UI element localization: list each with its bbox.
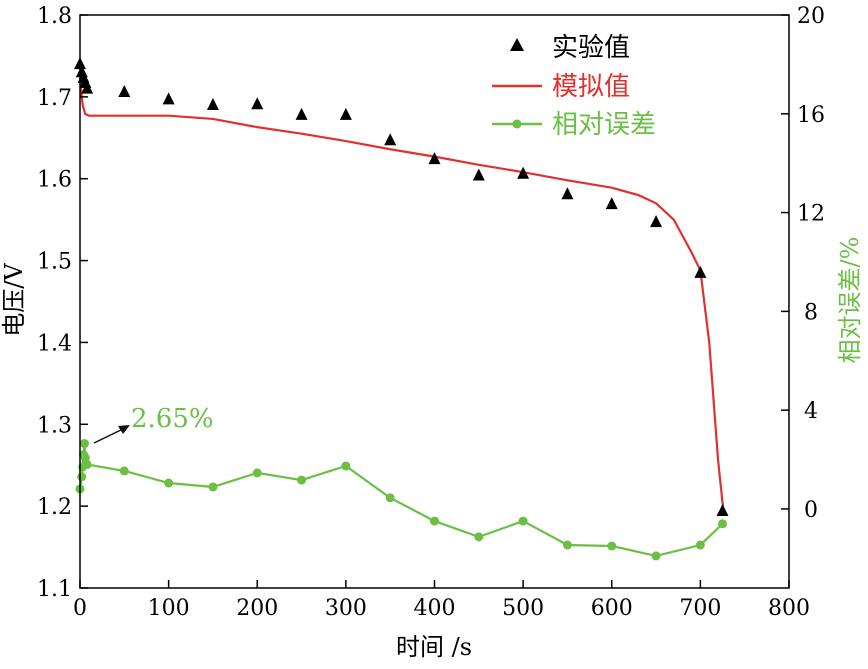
y2-tick-label: 20 bbox=[797, 4, 825, 29]
y-tick-label: 1.3 bbox=[37, 413, 72, 438]
error-point bbox=[341, 461, 351, 471]
y-tick-label: 1.2 bbox=[37, 495, 72, 520]
experimental-point bbox=[517, 166, 530, 179]
y-tick-label: 1.6 bbox=[37, 168, 72, 193]
experimental-point bbox=[162, 92, 175, 105]
legend-label-experimental: 实验值 bbox=[552, 33, 630, 63]
y-tick-label: 1.5 bbox=[37, 250, 72, 275]
annotation-arrowhead bbox=[118, 425, 130, 434]
error-point bbox=[695, 540, 705, 550]
error-point bbox=[208, 482, 218, 492]
legend-label-simulated: 模拟值 bbox=[552, 72, 630, 102]
y2-tick-label: 8 bbox=[804, 300, 818, 325]
x-tick-label: 600 bbox=[591, 596, 633, 621]
experimental-point bbox=[295, 107, 308, 120]
error-point bbox=[430, 516, 439, 526]
error-point bbox=[474, 532, 484, 542]
x-axis-label: 时间 /s bbox=[396, 633, 472, 661]
y-tick-label: 1.4 bbox=[37, 331, 72, 356]
plot-frame bbox=[79, 14, 790, 589]
y-tick-label: 1.1 bbox=[37, 577, 72, 602]
y2-tick-label: 4 bbox=[804, 399, 818, 424]
error-point bbox=[607, 541, 617, 551]
x-tick-label: 500 bbox=[502, 596, 544, 621]
y2-axis-label: 相对误差/% bbox=[836, 237, 864, 364]
error-point bbox=[385, 493, 395, 503]
legend: 实验值 模拟值 相对误差 bbox=[492, 33, 656, 140]
y2-tick-label: 0 bbox=[804, 498, 818, 523]
experimental-point bbox=[694, 265, 707, 278]
experimental-point bbox=[605, 197, 618, 210]
experimental-point bbox=[716, 504, 729, 517]
experimental-point bbox=[561, 187, 574, 200]
experimental-point bbox=[118, 84, 131, 97]
error-point bbox=[297, 475, 307, 485]
x-tick-label: 200 bbox=[236, 596, 278, 621]
error-point bbox=[252, 468, 262, 478]
legend-marker-experimental bbox=[510, 38, 524, 51]
error-point bbox=[79, 439, 89, 449]
experimental-point bbox=[81, 81, 94, 94]
error-point bbox=[718, 519, 728, 529]
experimental-point bbox=[206, 98, 219, 111]
error-point bbox=[164, 478, 174, 488]
simulated-line bbox=[78, 77, 725, 512]
y-tick-label: 1.7 bbox=[37, 86, 72, 111]
x-tick-label: 300 bbox=[325, 596, 367, 621]
error-point bbox=[518, 516, 528, 526]
error-point bbox=[651, 551, 661, 561]
y2-tick-label: 16 bbox=[797, 103, 825, 128]
y2-tick-label: 12 bbox=[797, 202, 825, 227]
y-tick-label: 1.8 bbox=[37, 4, 72, 29]
experimental-point bbox=[428, 152, 441, 165]
y-axis-label: 电压/V bbox=[0, 263, 28, 337]
experimental-point bbox=[472, 168, 485, 181]
error-point bbox=[562, 540, 572, 550]
x-tick-label: 0 bbox=[73, 596, 87, 621]
error-point bbox=[82, 460, 92, 470]
experimental-point bbox=[339, 107, 352, 120]
x-tick-label: 700 bbox=[679, 596, 721, 621]
annotation-label: 2.65% bbox=[131, 404, 214, 434]
error-point bbox=[119, 466, 129, 476]
x-tick-label: 100 bbox=[148, 596, 190, 621]
legend-label-error: 相对误差 bbox=[552, 110, 656, 140]
error-point bbox=[77, 472, 87, 482]
experimental-point bbox=[384, 133, 397, 146]
error-line bbox=[78, 443, 724, 558]
x-tick-label: 400 bbox=[414, 596, 456, 621]
experimental-point bbox=[251, 97, 264, 110]
experimental-point bbox=[650, 215, 663, 228]
x-tick-label: 800 bbox=[768, 596, 810, 621]
legend-marker-error bbox=[512, 119, 522, 129]
